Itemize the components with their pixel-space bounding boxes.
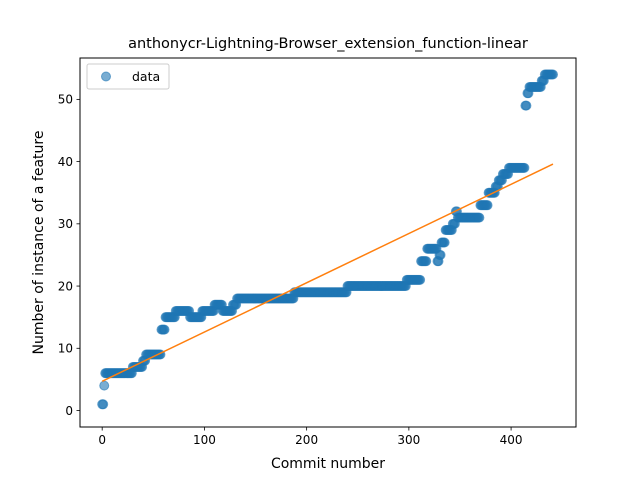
data-point: [99, 380, 110, 391]
x-tick-label: 400: [500, 433, 523, 447]
x-tick-label: 100: [193, 433, 216, 447]
data-point: [519, 162, 530, 173]
legend-box: [86, 63, 170, 90]
x-tick-label: 0: [98, 433, 106, 447]
x-axis-label: Commit number: [271, 456, 385, 472]
legend-label-data: data: [132, 69, 160, 84]
data-point: [439, 237, 450, 248]
y-tick-label: 0: [65, 404, 73, 418]
legend-marker: [101, 71, 111, 82]
data-point: [415, 274, 426, 285]
data-point: [548, 69, 558, 80]
y-tick-label: 30: [58, 217, 73, 231]
data-point: [474, 212, 485, 223]
y-tick-label: 10: [58, 342, 73, 356]
x-tick-label: 200: [295, 433, 318, 447]
x-tick-label: 300: [397, 433, 420, 447]
y-tick-label: 40: [58, 155, 73, 169]
data-point: [159, 324, 170, 335]
chart-title: anthonycr-Lightning-Browser_extension_fu…: [128, 36, 528, 52]
legend: data: [86, 63, 170, 90]
fit-line-layer: [101, 163, 554, 382]
y-tick-label: 20: [58, 279, 73, 293]
data-point: [98, 399, 109, 410]
data-point: [421, 256, 432, 267]
data-point: [482, 200, 493, 211]
y-tick-label: 50: [58, 93, 73, 107]
y-axis-label: Number of instance of a feature: [31, 131, 47, 355]
data-point: [435, 249, 446, 260]
x-axis-ticks: 0 100 200 300 400: [98, 427, 523, 447]
fit-line: [101, 163, 554, 382]
plot-frame: [79, 57, 577, 428]
y-axis-ticks: 0 10 20 30 40 50: [58, 93, 80, 418]
data-point: [521, 100, 532, 111]
